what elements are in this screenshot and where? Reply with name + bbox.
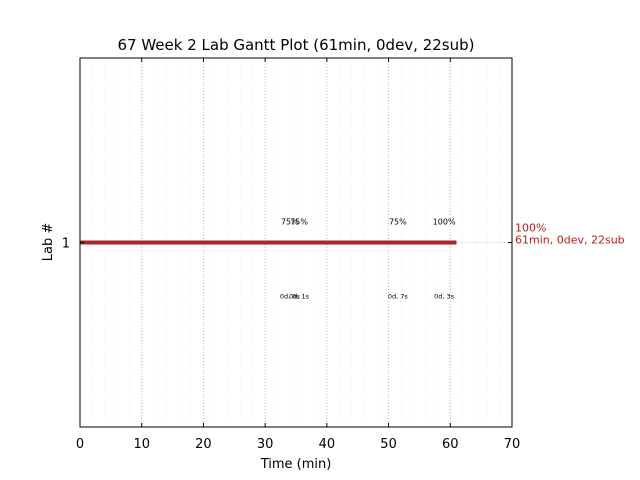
progress-annotation: 100% xyxy=(433,218,456,227)
deviation-annotation: 0d, 1s xyxy=(289,293,310,301)
y-axis-label: Lab # xyxy=(41,223,56,262)
x-tick-label: 40 xyxy=(319,437,336,452)
chart-title: 67 Week 2 Lab Gantt Plot (61min, 0dev, 2… xyxy=(117,36,474,54)
row-summary-stats: 61min, 0dev, 22sub xyxy=(515,234,625,247)
deviation-annotation: 0d, 3s xyxy=(434,293,455,301)
x-axis-label: Time (min) xyxy=(260,457,332,472)
progress-annotation: 75% xyxy=(389,218,407,227)
progress-annotation: 75% xyxy=(281,218,299,227)
deviation-annotation: 0d, 7s xyxy=(388,293,409,301)
deviation-annotation: 0d, 0s xyxy=(280,293,301,301)
x-tick-label: 30 xyxy=(257,437,274,452)
y-tick-label: 1 xyxy=(62,237,70,252)
x-tick-label: 50 xyxy=(380,437,397,452)
y-axis: 1 xyxy=(62,237,512,252)
x-tick-label: 0 xyxy=(76,437,84,452)
x-tick-label: 60 xyxy=(442,437,459,452)
x-tick-label: 70 xyxy=(504,437,521,452)
progress-annotation: 75% xyxy=(290,218,308,227)
data-layer: 75% 0d, 0s 75% 0d, 1s 75% 0d, 7s 100% 0d, 3s 100… xyxy=(80,218,625,301)
row-summary-percent: 100% xyxy=(515,222,546,235)
x-axis: 0 10 20 30 40 50 60 70 xyxy=(76,58,520,452)
x-tick-label: 10 xyxy=(133,437,150,452)
x-tick-label: 20 xyxy=(195,437,212,452)
